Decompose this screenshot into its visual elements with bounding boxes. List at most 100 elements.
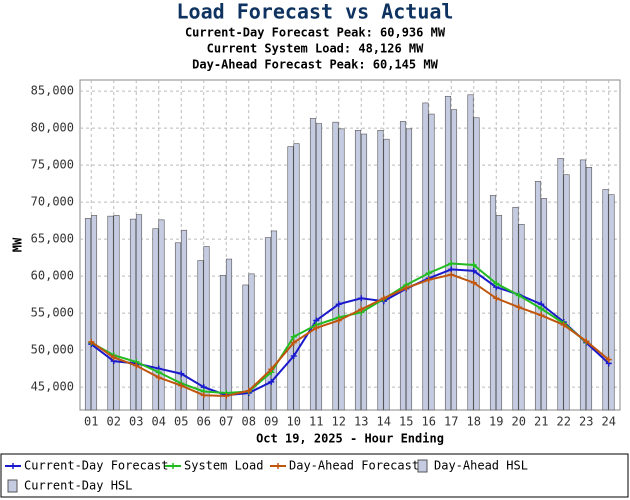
x-tick-label: 15 <box>399 415 413 429</box>
x-tick-label: 17 <box>444 415 458 429</box>
y-tick-label: 60,000 <box>31 269 74 283</box>
bar <box>113 215 120 411</box>
bar <box>332 121 339 411</box>
y-tick-label: 75,000 <box>31 158 74 172</box>
y-tick-label: 45,000 <box>31 380 74 394</box>
x-tick-label: 14 <box>377 415 391 429</box>
y-tick-label: 80,000 <box>31 121 74 135</box>
x-tick-label: 01 <box>84 415 98 429</box>
bar <box>309 118 317 411</box>
point-marker <box>403 284 410 291</box>
y-tick-label: 70,000 <box>31 195 74 209</box>
bar <box>135 214 143 411</box>
bar <box>557 158 564 411</box>
bar <box>495 215 503 411</box>
bar <box>399 121 407 411</box>
x-tick-label: 04 <box>152 415 166 429</box>
y-tick-label: 65,000 <box>31 232 74 246</box>
bar <box>293 143 300 411</box>
point-marker <box>560 321 567 328</box>
bar <box>219 275 227 411</box>
bar <box>377 130 384 411</box>
bar <box>428 113 435 411</box>
x-axis-label: Oct 19, 2025 - Hour Ending <box>256 432 444 446</box>
x-tick-label: 21 <box>534 415 548 429</box>
subtitle: Day-Ahead Forecast Peak: 60,145 MW <box>192 58 438 72</box>
bar <box>602 189 609 411</box>
point-marker <box>223 392 230 399</box>
bar <box>264 237 272 411</box>
point-marker <box>493 295 500 302</box>
bar <box>129 218 137 411</box>
point-marker <box>515 304 522 311</box>
bar <box>152 228 159 411</box>
point-marker <box>358 295 365 302</box>
bar <box>338 128 345 411</box>
point-marker <box>470 279 477 286</box>
legend-swatch <box>417 459 428 473</box>
legend-swatch <box>275 463 281 469</box>
point-marker <box>470 261 477 268</box>
x-tick-label: 20 <box>512 415 526 429</box>
point-marker <box>605 356 612 363</box>
bar <box>563 174 570 411</box>
x-tick-label: 03 <box>129 415 143 429</box>
x-tick-label: 08 <box>242 415 256 429</box>
point-marker <box>493 280 500 287</box>
line-series <box>90 268 610 397</box>
bar <box>248 273 255 411</box>
line-series <box>90 273 610 397</box>
point-marker <box>245 387 252 394</box>
bar <box>444 95 452 411</box>
bar <box>422 102 429 411</box>
bar <box>225 258 233 411</box>
point-marker <box>515 292 522 299</box>
x-tick-label: 07 <box>219 415 233 429</box>
x-tick-label: 02 <box>107 415 121 429</box>
legend-label: Day-Ahead Forecast <box>289 459 419 473</box>
point-marker <box>425 276 432 283</box>
x-tick-label: 16 <box>422 415 436 429</box>
x-tick-label: 09 <box>264 415 278 429</box>
legend-box <box>0 453 629 498</box>
x-tick-label: 05 <box>174 415 188 429</box>
bar <box>270 230 278 411</box>
bar <box>518 223 525 411</box>
bar <box>608 194 615 411</box>
bar <box>405 128 413 411</box>
point-marker <box>268 366 275 373</box>
bar <box>90 215 98 411</box>
plot-area <box>79 79 621 411</box>
point-marker <box>133 362 140 369</box>
bar <box>383 138 390 411</box>
bar <box>450 109 458 411</box>
y-tick-label: 50,000 <box>31 343 74 357</box>
bar <box>467 94 474 411</box>
point-marker <box>538 312 545 319</box>
x-tick-label: 18 <box>467 415 481 429</box>
bar <box>287 146 294 411</box>
bar <box>360 133 368 411</box>
point-marker <box>290 339 297 346</box>
point-marker <box>380 295 387 302</box>
point-marker <box>425 270 432 277</box>
x-tick-label: 11 <box>309 415 323 429</box>
point-marker <box>448 260 455 267</box>
point-marker <box>448 266 455 273</box>
bar <box>579 159 587 411</box>
legend-swatch <box>170 463 176 469</box>
point-marker <box>200 392 207 399</box>
legend-label: Current-Day HSL <box>24 479 132 493</box>
bar <box>473 117 480 411</box>
y-tick-label: 55,000 <box>31 306 74 320</box>
bar <box>84 218 92 411</box>
x-tick-label: 10 <box>287 415 301 429</box>
bar <box>242 284 249 411</box>
legend-label: Day-Ahead HSL <box>434 459 528 473</box>
point-marker <box>313 324 320 331</box>
point-marker <box>448 271 455 278</box>
bar <box>107 215 114 411</box>
point-marker <box>335 301 342 308</box>
bar <box>534 181 542 411</box>
point-marker <box>88 338 95 345</box>
